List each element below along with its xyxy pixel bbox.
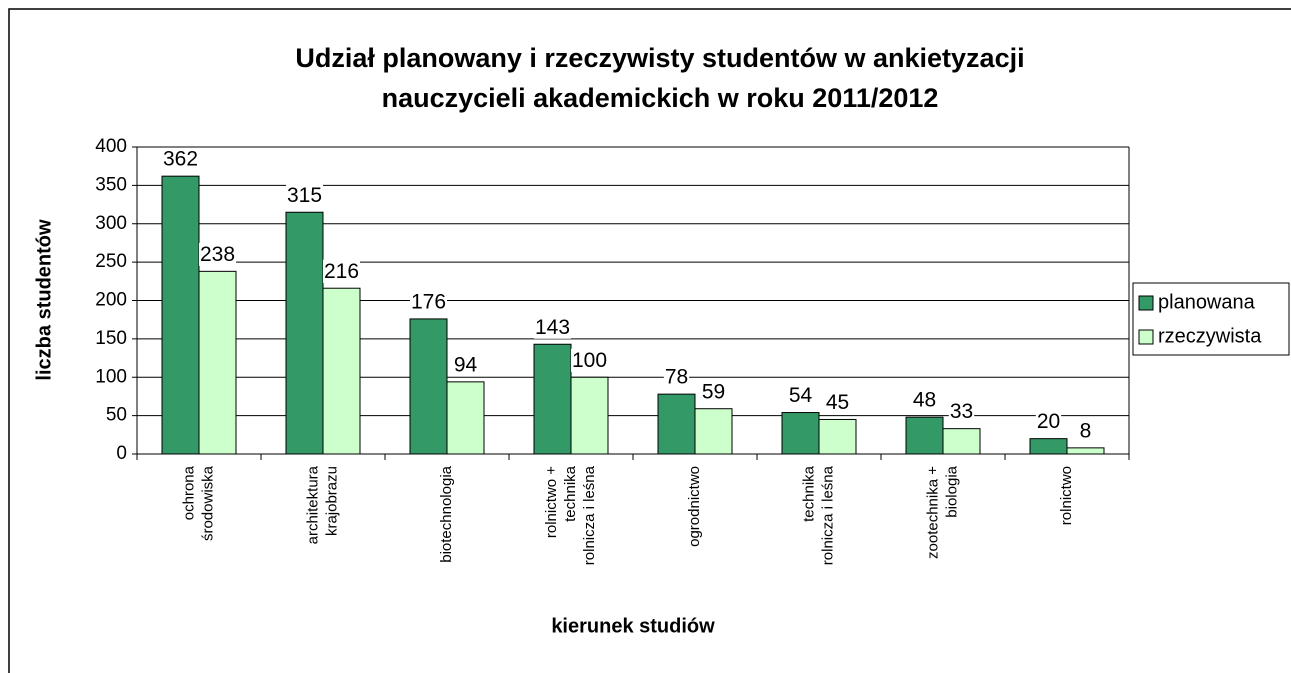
data-label-bg <box>824 391 851 415</box>
data-label-bg <box>409 290 448 314</box>
data-label-bg <box>452 353 479 377</box>
bar <box>161 175 200 455</box>
bar <box>781 412 820 455</box>
x-tick-label: zootechnika + <box>924 466 941 559</box>
data-label-bg <box>1078 419 1093 443</box>
bar <box>322 287 361 455</box>
bar <box>694 408 733 455</box>
data-label: 362 <box>163 148 198 171</box>
data-label-bg <box>285 183 324 207</box>
chart-title: nauczycieli akademickich w roku 2011/201… <box>382 83 939 113</box>
bar <box>905 416 944 455</box>
data-label: 78 <box>665 366 688 389</box>
bar <box>533 343 572 455</box>
data-label-bg <box>322 259 361 283</box>
y-tick-label: 250 <box>95 251 127 272</box>
bar <box>1066 447 1105 455</box>
frame <box>8 8 1291 673</box>
y-tick-label: 350 <box>95 174 127 195</box>
bar <box>942 428 981 455</box>
legend-swatch <box>1138 329 1154 345</box>
data-label: 94 <box>454 353 478 376</box>
bar <box>446 381 485 455</box>
x-tick-label: środowiska <box>199 465 216 541</box>
data-label-bg <box>787 384 814 408</box>
data-label: 59 <box>702 380 725 403</box>
bar <box>818 418 857 455</box>
x-tick-label: rolnicza i leśna <box>581 465 598 565</box>
legend-label: planowana <box>1158 291 1256 313</box>
x-tick-label: biotechnologia <box>438 465 455 562</box>
data-label-bg <box>161 147 200 171</box>
data-label: 176 <box>411 290 446 313</box>
bar <box>1029 438 1068 455</box>
data-label-bg <box>533 315 572 339</box>
y-tick-label: 400 <box>95 136 127 157</box>
x-tick-label: ogrodnictwo <box>686 466 703 547</box>
chart-title: Udział planowany i rzeczywisty studentów… <box>295 43 1024 73</box>
data-label: 238 <box>200 243 235 266</box>
y-tick-label: 150 <box>95 328 127 349</box>
data-label-bg <box>700 380 727 404</box>
bar <box>657 393 696 455</box>
y-tick-label: 200 <box>95 290 127 311</box>
bar <box>570 376 609 455</box>
x-tick-label: rolnictwo <box>1058 466 1075 525</box>
data-label: 33 <box>950 400 973 423</box>
data-label: 216 <box>324 260 359 283</box>
y-axis-title: liczba studentów <box>33 219 55 381</box>
data-label: 8 <box>1080 419 1092 442</box>
bar <box>409 318 448 455</box>
data-label-bg <box>663 365 690 389</box>
bar <box>285 211 324 455</box>
data-label-bg <box>948 400 975 424</box>
data-label-bg <box>911 388 938 412</box>
legend-box <box>1132 282 1290 356</box>
x-axis-title: kierunek studiów <box>551 615 715 637</box>
x-tick-label: architektura <box>304 465 321 544</box>
x-tick-label: biologia <box>943 465 960 517</box>
data-label: 45 <box>826 391 849 414</box>
x-tick-label: ochrona <box>180 465 197 520</box>
x-tick-label: technika <box>562 465 579 522</box>
data-label: 315 <box>287 184 322 207</box>
data-label-bg <box>198 242 237 266</box>
legend-swatch <box>1138 295 1154 311</box>
x-tick-label: krajobrazu <box>323 466 340 536</box>
y-tick-label: 0 <box>116 443 127 464</box>
x-tick-label: rolnicza i leśna <box>819 465 836 565</box>
data-label: 54 <box>789 384 813 407</box>
legend-label: rzeczywista <box>1158 325 1262 347</box>
y-tick-label: 100 <box>95 366 127 387</box>
bar <box>198 270 237 455</box>
x-tick-label: technika <box>800 465 817 522</box>
data-label: 143 <box>535 316 570 339</box>
data-label: 100 <box>572 349 607 372</box>
x-tick-label: rolnictwo + <box>543 466 560 538</box>
data-label: 20 <box>1037 410 1060 433</box>
y-tick-label: 50 <box>106 405 127 426</box>
y-tick-label: 300 <box>95 213 127 234</box>
data-label-bg <box>1035 410 1062 434</box>
data-label-bg <box>570 348 609 372</box>
data-label: 48 <box>913 389 936 412</box>
